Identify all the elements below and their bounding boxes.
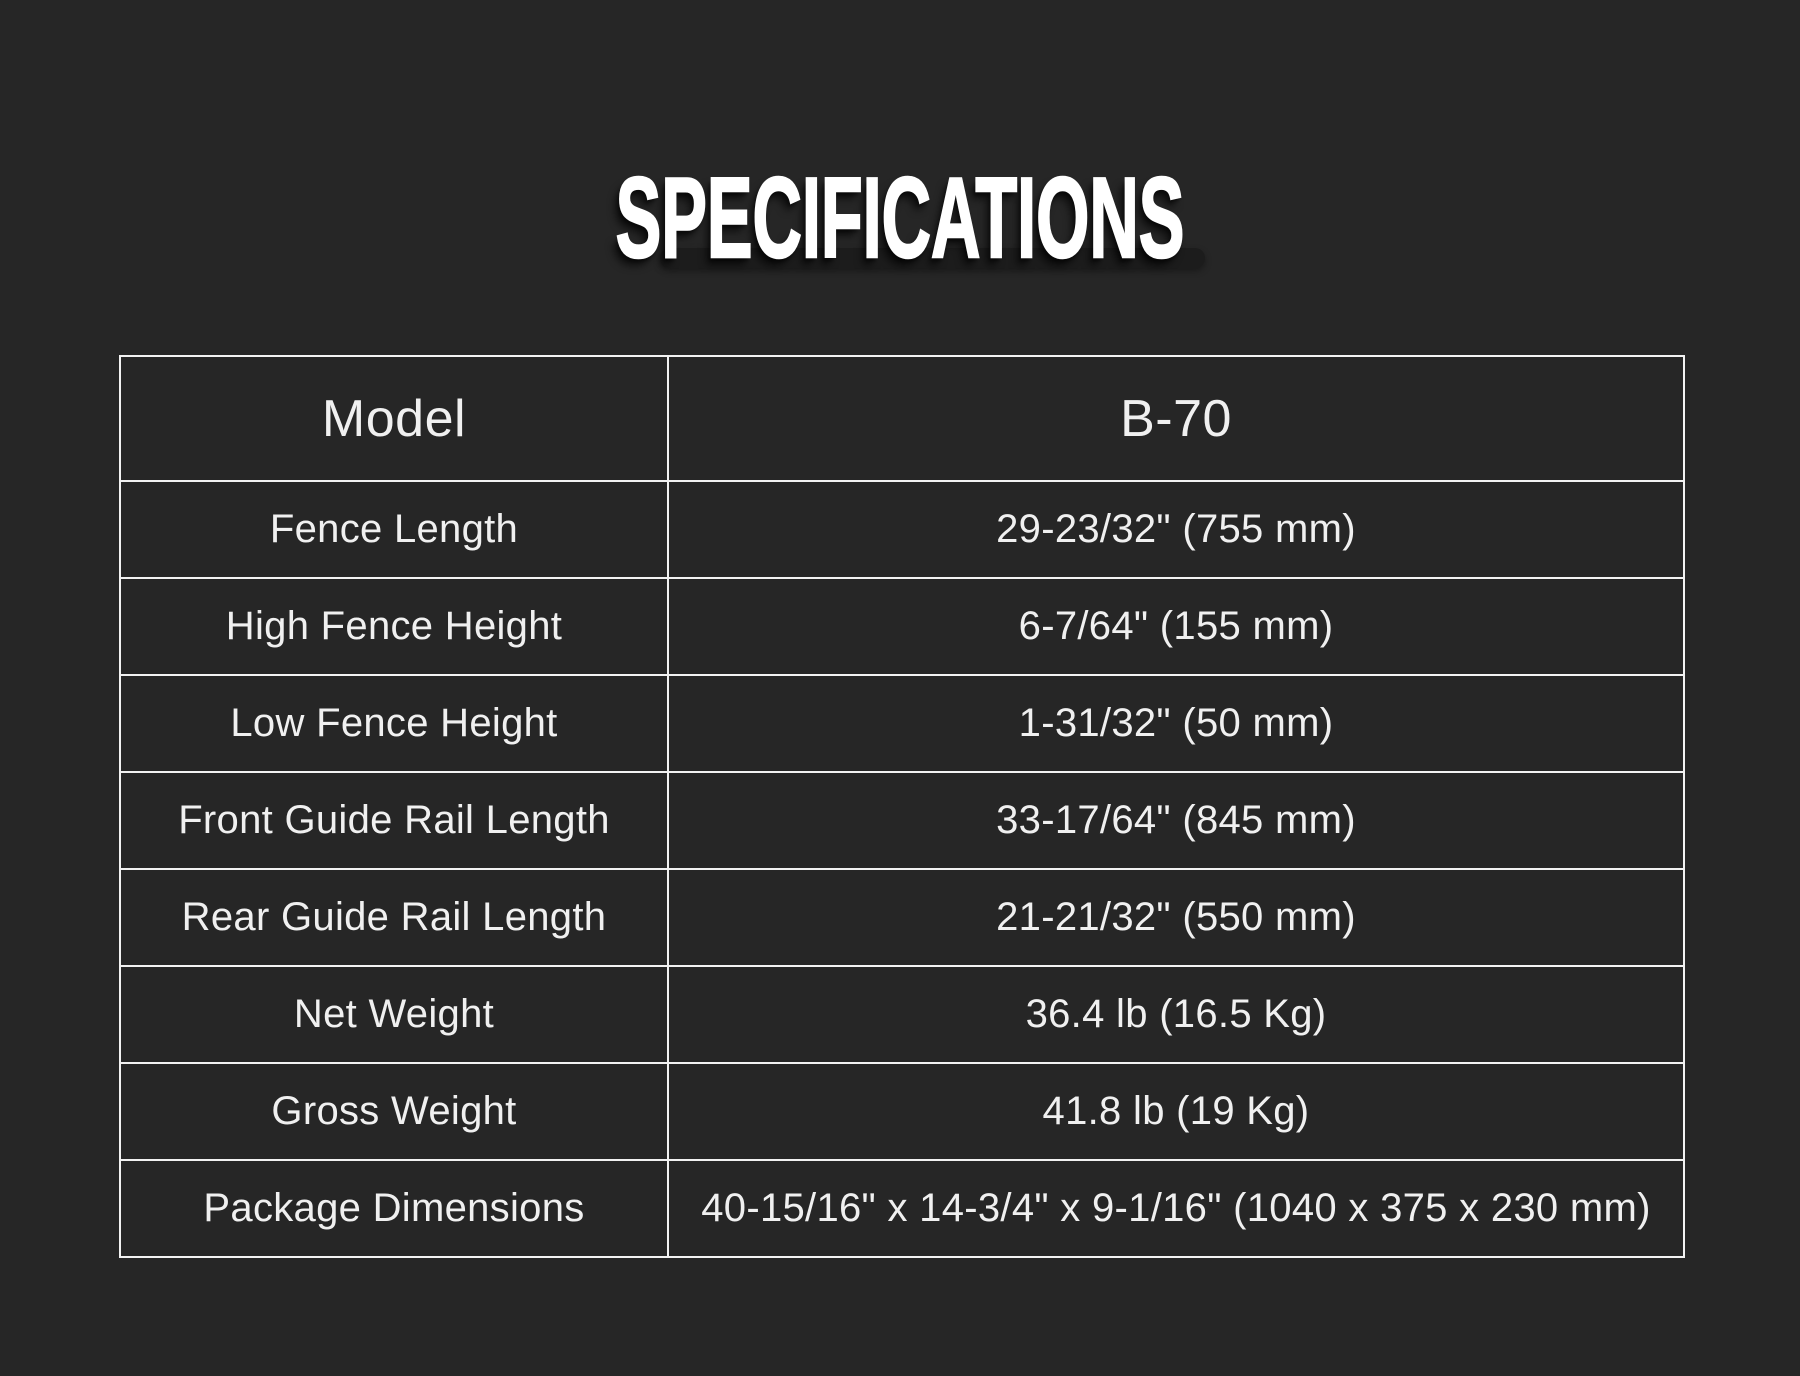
table-row: Low Fence Height 1-31/32" (50 mm): [119, 674, 1685, 773]
table-row: Front Guide Rail Length 33-17/64" (845 m…: [119, 771, 1685, 870]
table-row: Net Weight 36.4 lb (16.5 Kg): [119, 965, 1685, 1064]
row-value: 29-23/32" (755 mm): [667, 480, 1685, 579]
row-label: Net Weight: [119, 965, 669, 1064]
page-title: SPECIFICATIONS: [0, 155, 1800, 282]
row-value: 1-31/32" (50 mm): [667, 674, 1685, 773]
row-value: 40-15/16" x 14-3/4" x 9-1/16" (1040 x 37…: [667, 1159, 1685, 1258]
row-label: Package Dimensions: [119, 1159, 669, 1258]
row-value: 41.8 lb (19 Kg): [667, 1062, 1685, 1161]
header-cell-model-value: B-70: [667, 355, 1685, 482]
row-label: High Fence Height: [119, 577, 669, 676]
table-row: Rear Guide Rail Length 21-21/32" (550 mm…: [119, 868, 1685, 967]
table-row: High Fence Height 6-7/64" (155 mm): [119, 577, 1685, 676]
row-value: 6-7/64" (155 mm): [667, 577, 1685, 676]
row-value: 33-17/64" (845 mm): [667, 771, 1685, 870]
row-value: 21-21/32" (550 mm): [667, 868, 1685, 967]
header-cell-model: Model: [119, 355, 669, 482]
row-label: Fence Length: [119, 480, 669, 579]
title-underline: [660, 248, 1205, 268]
row-label: Front Guide Rail Length: [119, 771, 669, 870]
table-row: Package Dimensions 40-15/16" x 14-3/4" x…: [119, 1159, 1685, 1258]
table-header-row: Model B-70: [119, 355, 1685, 482]
row-label: Rear Guide Rail Length: [119, 868, 669, 967]
table-row: Gross Weight 41.8 lb (19 Kg): [119, 1062, 1685, 1161]
specifications-table: Model B-70 Fence Length 29-23/32" (755 m…: [119, 355, 1685, 1258]
table-row: Fence Length 29-23/32" (755 mm): [119, 480, 1685, 579]
row-label: Low Fence Height: [119, 674, 669, 773]
page-title-text: SPECIFICATIONS: [615, 155, 1185, 282]
row-label: Gross Weight: [119, 1062, 669, 1161]
row-value: 36.4 lb (16.5 Kg): [667, 965, 1685, 1064]
